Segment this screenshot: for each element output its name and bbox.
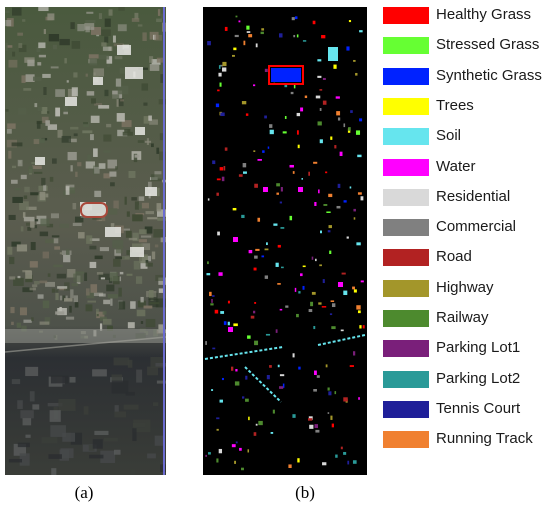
- legend-item: Water: [383, 157, 550, 179]
- legend-label: Highway: [436, 278, 494, 296]
- legend-label: Trees: [436, 96, 474, 114]
- legend-swatch: [383, 431, 429, 449]
- legend-item: Residential: [383, 187, 550, 209]
- legend-item: Trees: [383, 96, 550, 118]
- legend-label: Stressed Grass: [436, 36, 540, 54]
- legend-label: Running Track: [436, 430, 533, 448]
- classification-map-panel: [203, 7, 367, 475]
- legend-item: Running Track: [383, 429, 550, 451]
- legend-label: Residential: [436, 187, 511, 205]
- legend-item: Soil: [383, 126, 550, 148]
- legend-swatch: [383, 188, 429, 206]
- legend-swatch: [383, 67, 429, 85]
- legend-item: Road: [383, 247, 550, 269]
- legend-item: Healthy Grass: [383, 5, 550, 27]
- legend-label: Tennis Court: [436, 399, 521, 417]
- legend-label: Water: [436, 157, 476, 175]
- satellite-image-panel: [5, 7, 166, 475]
- legend-item: Railway: [383, 308, 550, 330]
- legend-item: Highway: [383, 278, 550, 300]
- legend-label: Commercial: [436, 218, 517, 236]
- caption-b: (b): [295, 483, 315, 502]
- legend-swatch: [383, 128, 429, 146]
- satellite-image: [5, 7, 166, 475]
- legend-swatch: [383, 37, 429, 55]
- legend-label: Road: [436, 248, 472, 266]
- legend-label: Soil: [436, 127, 462, 145]
- legend-swatch: [383, 400, 429, 418]
- legend-swatch: [383, 219, 429, 237]
- legend-label: Healthy Grass: [436, 6, 532, 23]
- legend-label: Railway: [436, 309, 489, 326]
- classification-map: [203, 7, 367, 475]
- legend-item: Parking Lot2: [383, 369, 550, 391]
- legend-label: Parking Lot2: [436, 369, 521, 387]
- legend-swatch: [383, 370, 429, 388]
- legend-swatch: [383, 279, 429, 297]
- legend-item: Synthetic Grass: [383, 66, 550, 88]
- caption-a: (a): [74, 483, 94, 502]
- legend-label: Parking Lot1: [436, 339, 521, 357]
- legend-label: Synthetic Grass: [436, 66, 542, 84]
- legend-item: Parking Lot1: [383, 338, 550, 360]
- legend-item: Commercial: [383, 217, 550, 239]
- legend-swatch: [383, 340, 429, 358]
- legend-swatch: [383, 97, 429, 115]
- legend-item: Stressed Grass: [383, 35, 550, 57]
- legend-swatch: [383, 310, 429, 327]
- legend-swatch: [383, 7, 429, 24]
- legend-swatch: [383, 158, 429, 176]
- legend-swatch: [383, 249, 429, 267]
- legend-item: Tennis Court: [383, 399, 550, 421]
